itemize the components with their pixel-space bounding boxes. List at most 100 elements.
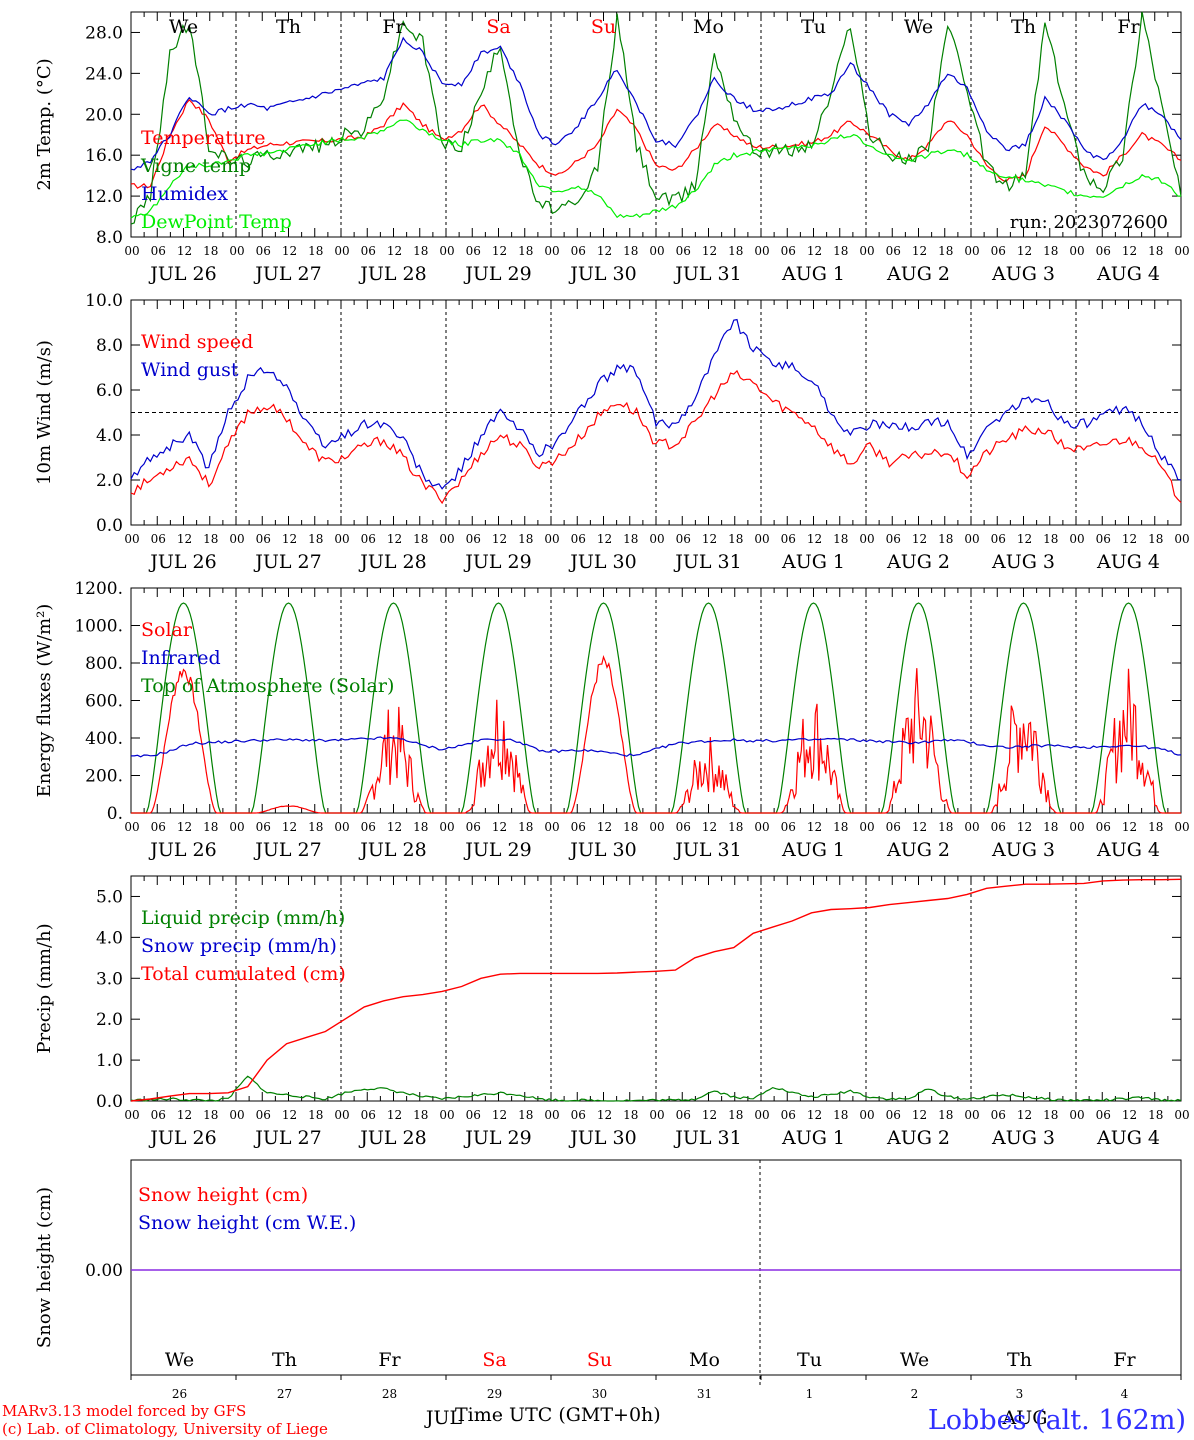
precip-hour-label: 06 [151, 1108, 166, 1122]
temp-hour-label: 18 [203, 244, 218, 258]
temp-hour-label: 18 [938, 244, 953, 258]
temp-legend-item: Vigne temp [140, 155, 251, 177]
precip-hour-label: 12 [282, 1108, 297, 1122]
energy-hour-label: 00 [754, 820, 769, 834]
energy-ytick-label: 600. [85, 692, 123, 712]
precip-hour-label: 18 [623, 1108, 638, 1122]
wind-ylabel: 10m Wind (m/s) [34, 340, 55, 485]
wind-date-label: AUG 3 [991, 551, 1055, 573]
temp-hour-label: 06 [151, 244, 166, 258]
temp-weekday-label: Th [276, 16, 301, 38]
temp-hour-label: 18 [518, 244, 533, 258]
energy-hour-label: 06 [571, 820, 586, 834]
precip-date-label: JUL 31 [673, 1127, 741, 1149]
wind-legend-item: Wind speed [141, 331, 253, 353]
energy-date-label: AUG 4 [1096, 839, 1160, 861]
wind-date-label: AUG 4 [1096, 551, 1160, 573]
snow-weekday-label: Sa [482, 1349, 506, 1371]
snow-weekday-label: Fr [1113, 1349, 1136, 1371]
wind-hour-label: 06 [991, 532, 1006, 546]
energy-hour-label: 18 [518, 820, 533, 834]
energy-hour-label: 00 [1174, 820, 1189, 834]
temp-hour-label: 00 [334, 244, 349, 258]
temp-hour-label: 06 [361, 244, 376, 258]
energy-hour-label: 06 [781, 820, 796, 834]
precip-hour-label: 18 [728, 1108, 743, 1122]
snow-legend-item: Snow height (cm W.E.) [138, 1212, 356, 1234]
precip-date-label: AUG 4 [1096, 1127, 1160, 1149]
temp-weekday-label: Th [1011, 16, 1036, 38]
energy-hour-label: 18 [413, 820, 428, 834]
temp-date-label: AUG 2 [886, 263, 950, 285]
temp-hour-label: 06 [676, 244, 691, 258]
temp-hour-label: 06 [991, 244, 1006, 258]
temp-hour-label: 00 [859, 244, 874, 258]
energy-date-label: JUL 29 [463, 839, 531, 861]
temp-weekday-label: Su [591, 16, 616, 38]
wind-ytick-label: 2.0 [96, 471, 123, 491]
temp-series-humidex [130, 36, 1182, 171]
temp-ytick-label: 28.0 [85, 23, 123, 43]
precip-hour-label: 00 [334, 1108, 349, 1122]
energy-hour-label: 00 [964, 820, 979, 834]
energy-hour-label: 06 [676, 820, 691, 834]
temp-hour-label: 06 [886, 244, 901, 258]
precip-hour-label: 00 [439, 1108, 454, 1122]
precip-ylabel: Precip (mm/h) [34, 923, 55, 1053]
energy-hour-label: 18 [1043, 820, 1058, 834]
temp-ytick-label: 12.0 [85, 187, 123, 207]
wind-ytick-label: 10.0 [85, 291, 123, 311]
energy-hour-label: 12 [177, 820, 192, 834]
energy-ytick-label: 0. [107, 804, 123, 824]
energy-legend-item: Infrared [141, 647, 221, 669]
wind-hour-label: 06 [256, 532, 271, 546]
wind-hour-label: 06 [466, 532, 481, 546]
energy-hour-label: 18 [1148, 820, 1163, 834]
wind-date-label: AUG 2 [886, 551, 950, 573]
wind-hour-label: 12 [282, 532, 297, 546]
wind-hour-label: 00 [544, 532, 559, 546]
temp-legend-item: Humidex [141, 183, 228, 205]
temp-date-label: JUL 28 [358, 263, 426, 285]
precip-hour-label: 00 [964, 1108, 979, 1122]
temp-date-label: JUL 30 [568, 263, 636, 285]
wind-hour-label: 06 [1096, 532, 1111, 546]
precip-hour-label: 00 [859, 1108, 874, 1122]
precip-ytick-label: 0.0 [96, 1092, 123, 1112]
energy-hour-label: 00 [439, 820, 454, 834]
precip-ytick-label: 1.0 [96, 1051, 123, 1071]
run-label: run: 2023072600 [1010, 212, 1168, 233]
precip-hour-label: 18 [938, 1108, 953, 1122]
wind-hour-label: 00 [649, 532, 664, 546]
wind-hour-label: 12 [1122, 532, 1137, 546]
temp-ytick-label: 20.0 [85, 105, 123, 125]
wind-hour-label: 18 [518, 532, 533, 546]
wind-hour-label: 12 [702, 532, 717, 546]
energy-ytick-label: 800. [85, 654, 123, 674]
temp-series-dewpoint-temp [130, 119, 1182, 219]
temp-hour-label: 06 [256, 244, 271, 258]
temp-hour-label: 12 [702, 244, 717, 258]
snow-day-number: 26 [172, 1387, 187, 1401]
time-axis-title: Time UTC (GMT+0h) [455, 1404, 661, 1426]
wind-hour-label: 00 [1069, 532, 1084, 546]
temp-ytick-label: 16.0 [85, 146, 123, 166]
precip-hour-label: 06 [361, 1108, 376, 1122]
temp-date-label: AUG 1 [781, 263, 845, 285]
temp-weekday-label: We [904, 16, 933, 38]
energy-ytick-label: 1200. [74, 579, 123, 599]
wind-hour-label: 06 [886, 532, 901, 546]
wind-hour-label: 18 [308, 532, 323, 546]
precip-date-label: JUL 28 [358, 1127, 426, 1149]
precip-hour-label: 12 [387, 1108, 402, 1122]
snow-day-number: 1 [806, 1387, 814, 1401]
precip-hour-label: 06 [256, 1108, 271, 1122]
energy-hour-label: 12 [282, 820, 297, 834]
wind-ytick-label: 0.0 [96, 516, 123, 536]
temp-hour-label: 12 [1017, 244, 1032, 258]
wind-date-label: JUL 27 [253, 551, 321, 573]
energy-hour-label: 06 [466, 820, 481, 834]
temp-hour-label: 00 [1174, 244, 1189, 258]
precip-hour-label: 18 [413, 1108, 428, 1122]
